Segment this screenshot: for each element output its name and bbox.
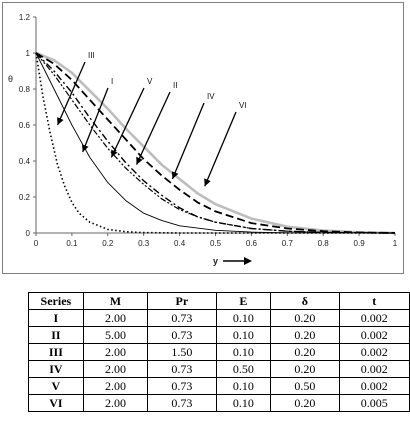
y-tick-label: 0.8 <box>19 85 31 94</box>
table-cell: 0.005 <box>338 394 410 412</box>
x-tick-label: 0.4 <box>174 239 186 248</box>
table-cell: 0.002 <box>338 309 410 327</box>
y-tick-label: 0.6 <box>19 121 31 130</box>
annotation-arrow-VI <box>204 111 237 187</box>
table-cell: 0.20 <box>270 326 340 344</box>
table-header-cell: δ <box>270 292 340 310</box>
annotation-arrowhead-II <box>136 156 143 165</box>
annotation-arrow-V <box>110 87 145 158</box>
table-cell: 2.00 <box>82 377 149 395</box>
table-cell: 0.002 <box>338 343 410 361</box>
table-cell: 0.002 <box>338 360 410 378</box>
y-tick-label: 0.4 <box>19 157 31 166</box>
x-tick-label: 0.2 <box>102 239 114 248</box>
table-cell: 0.10 <box>215 309 272 327</box>
series-label-IV: IV <box>207 92 215 101</box>
x-tick-label: 1 <box>393 239 398 248</box>
x-tick-label: 0.8 <box>318 239 330 248</box>
annotation-arrow-IV <box>171 102 205 180</box>
x-tick-label: 0 <box>34 239 39 248</box>
annotation-arrowhead-IV <box>171 171 179 179</box>
y-axis-label: θ <box>8 74 13 84</box>
series-line-I <box>35 52 396 234</box>
annotation-arrow-I <box>82 87 109 153</box>
annotation-arrowhead-I <box>81 144 89 152</box>
x-tick-label: 0.7 <box>282 239 294 248</box>
table-row: II 5.00 0.73 0.10 0.20 0.002 <box>28 326 410 344</box>
table-row: IV 2.00 0.73 0.50 0.20 0.002 <box>28 360 410 378</box>
x-tick-label: 0.9 <box>354 239 366 248</box>
series-line-III <box>35 52 395 234</box>
table-row: III 2.00 1.50 0.10 0.20 0.002 <box>28 343 410 361</box>
annotation-arrow-II <box>135 91 171 165</box>
table-cell: 0.73 <box>147 377 217 395</box>
table-header-cell: M <box>82 292 149 310</box>
table-header-cell: t <box>338 292 410 310</box>
series-cell: VI <box>28 394 84 412</box>
series-cell: V <box>28 377 84 395</box>
table-row: VI 2.00 0.73 0.10 0.20 0.005 <box>28 394 410 412</box>
series-cell: II <box>28 326 84 344</box>
series-cell: I <box>28 309 84 327</box>
annotation-arrowhead-V <box>111 149 118 158</box>
table-header-cell: Series <box>28 292 84 310</box>
table-cell: 0.50 <box>270 377 340 395</box>
series-label-II: II <box>173 81 177 90</box>
annotation-arrowhead-III <box>57 117 64 125</box>
table-cell: 2.00 <box>82 309 149 327</box>
table-header-cell: Pr <box>147 292 217 310</box>
series-line-II <box>35 52 396 234</box>
series-cell: III <box>28 343 84 361</box>
table-cell: 0.10 <box>215 377 272 395</box>
series-label-I: I <box>111 77 113 86</box>
table-row: V 2.00 0.73 0.10 0.50 0.002 <box>28 377 410 395</box>
table-cell: 0.73 <box>147 360 217 378</box>
y-tick-label: 1 <box>26 49 31 58</box>
table-cell: 0.73 <box>147 394 217 412</box>
table-cell: 0.20 <box>270 309 340 327</box>
x-tick-label: 0.3 <box>138 239 150 248</box>
table-row: I 2.00 0.73 0.10 0.20 0.002 <box>28 309 410 327</box>
series-label-III: III <box>88 51 95 60</box>
table-cell: 0.002 <box>338 326 410 344</box>
table-cell: 0.20 <box>270 394 340 412</box>
x-tick-label: 0.1 <box>66 239 78 248</box>
table-cell: 0.10 <box>215 394 272 412</box>
table-cell: 5.00 <box>82 326 149 344</box>
table-cell: 0.20 <box>270 343 340 361</box>
table-cell: 2.00 <box>82 360 149 378</box>
table-cell: 0.20 <box>270 360 340 378</box>
table-cell: 0.10 <box>215 343 272 361</box>
table-cell: 0.002 <box>338 377 410 395</box>
annotation-arrow-III <box>56 61 86 126</box>
table-header-cell: E <box>215 292 272 310</box>
table-cell: 0.73 <box>147 326 217 344</box>
table-cell: 0.50 <box>215 360 272 378</box>
line-chart: 0 0.2 0.4 0.6 0.8 1 1.2 0 0.1 0.2 0.3 0.4 0.5 0.6 0.7 0… <box>8 13 398 266</box>
table-cell: 2.00 <box>82 394 149 412</box>
annotation-arrowhead-VI <box>204 178 211 187</box>
table-cell: 0.73 <box>147 309 217 327</box>
table-cell: 0.10 <box>215 326 272 344</box>
table-cell: 1.50 <box>147 343 217 361</box>
x-axis-label: y <box>213 256 218 266</box>
x-axis-arrow-head <box>244 257 252 265</box>
y-tick-label: 0.2 <box>19 193 31 202</box>
series-line-VI <box>35 51 396 235</box>
y-tick-label: 0 <box>26 229 31 238</box>
x-tick-label: 0.6 <box>246 239 258 248</box>
series-label-V: V <box>147 77 153 86</box>
series-label-VI: VI <box>239 101 247 110</box>
table-cell: 2.00 <box>82 343 149 361</box>
series-cell: IV <box>28 360 84 378</box>
series-line-IV <box>35 52 396 234</box>
series-line-V <box>35 52 396 234</box>
y-tick-label: 1.2 <box>19 13 31 22</box>
x-tick-label: 0.5 <box>210 239 222 248</box>
